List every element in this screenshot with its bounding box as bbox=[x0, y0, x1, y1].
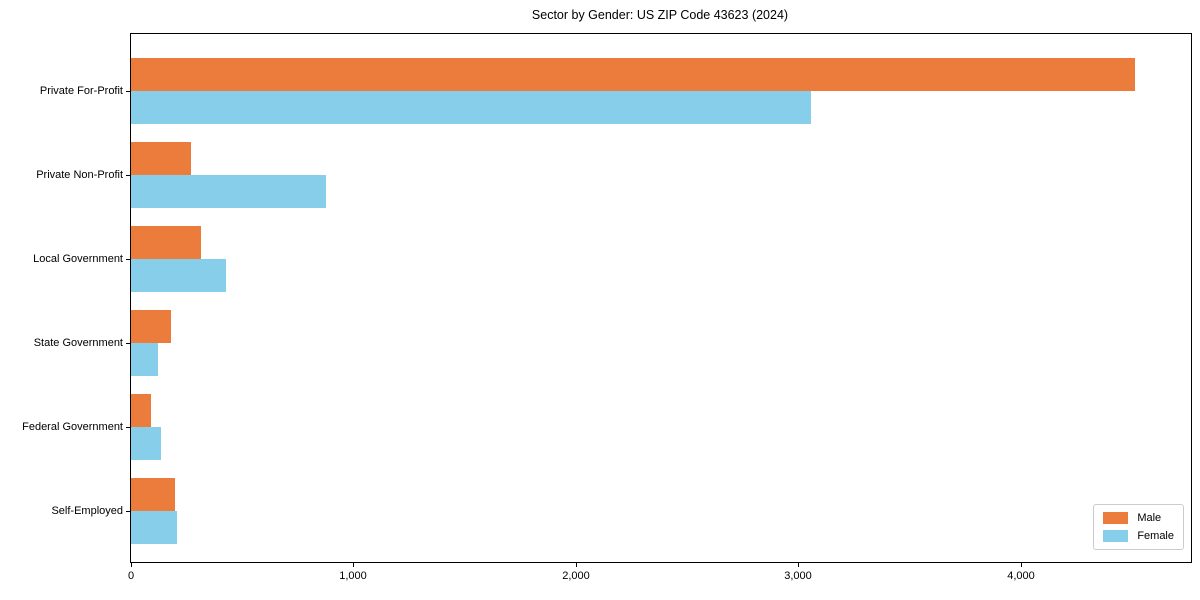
y-axis-label: Private Non-Profit bbox=[36, 169, 123, 181]
x-tick-mark bbox=[576, 562, 577, 567]
y-tick-mark bbox=[126, 343, 131, 344]
y-axis-label: Private For-Profit bbox=[39, 85, 123, 97]
y-tick-mark bbox=[126, 91, 131, 92]
bar-male-3 bbox=[131, 226, 201, 259]
y-axis-label: Local Government bbox=[33, 253, 123, 265]
x-tick-mark bbox=[131, 562, 132, 567]
legend-label: Male bbox=[1137, 512, 1162, 524]
legend-item-female: Female bbox=[1103, 530, 1174, 542]
x-tick-label: 0 bbox=[127, 570, 135, 582]
y-tick-mark bbox=[126, 427, 131, 428]
x-tick-label: 1,000 bbox=[339, 570, 367, 582]
y-axis-label: Federal Government bbox=[22, 421, 123, 433]
bar-female-1 bbox=[131, 91, 811, 124]
bar-male-5 bbox=[131, 394, 151, 427]
chart-title: Sector by Gender: US ZIP Code 43623 (202… bbox=[531, 8, 789, 22]
legend-label: Female bbox=[1137, 530, 1174, 542]
y-axis-label: Self-Employed bbox=[51, 505, 123, 517]
bar-male-1 bbox=[131, 58, 1135, 91]
y-tick-mark bbox=[126, 511, 131, 512]
legend-swatch-female bbox=[1103, 530, 1129, 542]
x-tick-label: 2,000 bbox=[562, 570, 590, 582]
x-tick-label: 4,000 bbox=[1007, 570, 1035, 582]
x-tick-mark bbox=[353, 562, 354, 567]
bar-male-6 bbox=[131, 478, 175, 511]
legend-swatch-male bbox=[1103, 512, 1129, 524]
y-tick-mark bbox=[126, 259, 131, 260]
plot-area: Male Female Private For-Profit Private Non… bbox=[22, 33, 1192, 582]
bar-male-2 bbox=[131, 142, 191, 175]
bar-female-6 bbox=[131, 511, 177, 544]
x-tick-label: 3,000 bbox=[784, 570, 812, 582]
x-tick-mark bbox=[798, 562, 799, 567]
bar-female-3 bbox=[131, 259, 226, 292]
x-tick-mark bbox=[1021, 562, 1022, 567]
y-axis-label: State Government bbox=[33, 337, 123, 349]
y-tick-mark bbox=[126, 175, 131, 176]
legend: Male Female bbox=[1093, 504, 1184, 550]
legend-item-male: Male bbox=[1103, 512, 1174, 524]
bar-female-5 bbox=[131, 427, 161, 460]
bar-male-4 bbox=[131, 310, 171, 343]
bar-female-2 bbox=[131, 175, 326, 208]
bar-female-4 bbox=[131, 343, 158, 376]
